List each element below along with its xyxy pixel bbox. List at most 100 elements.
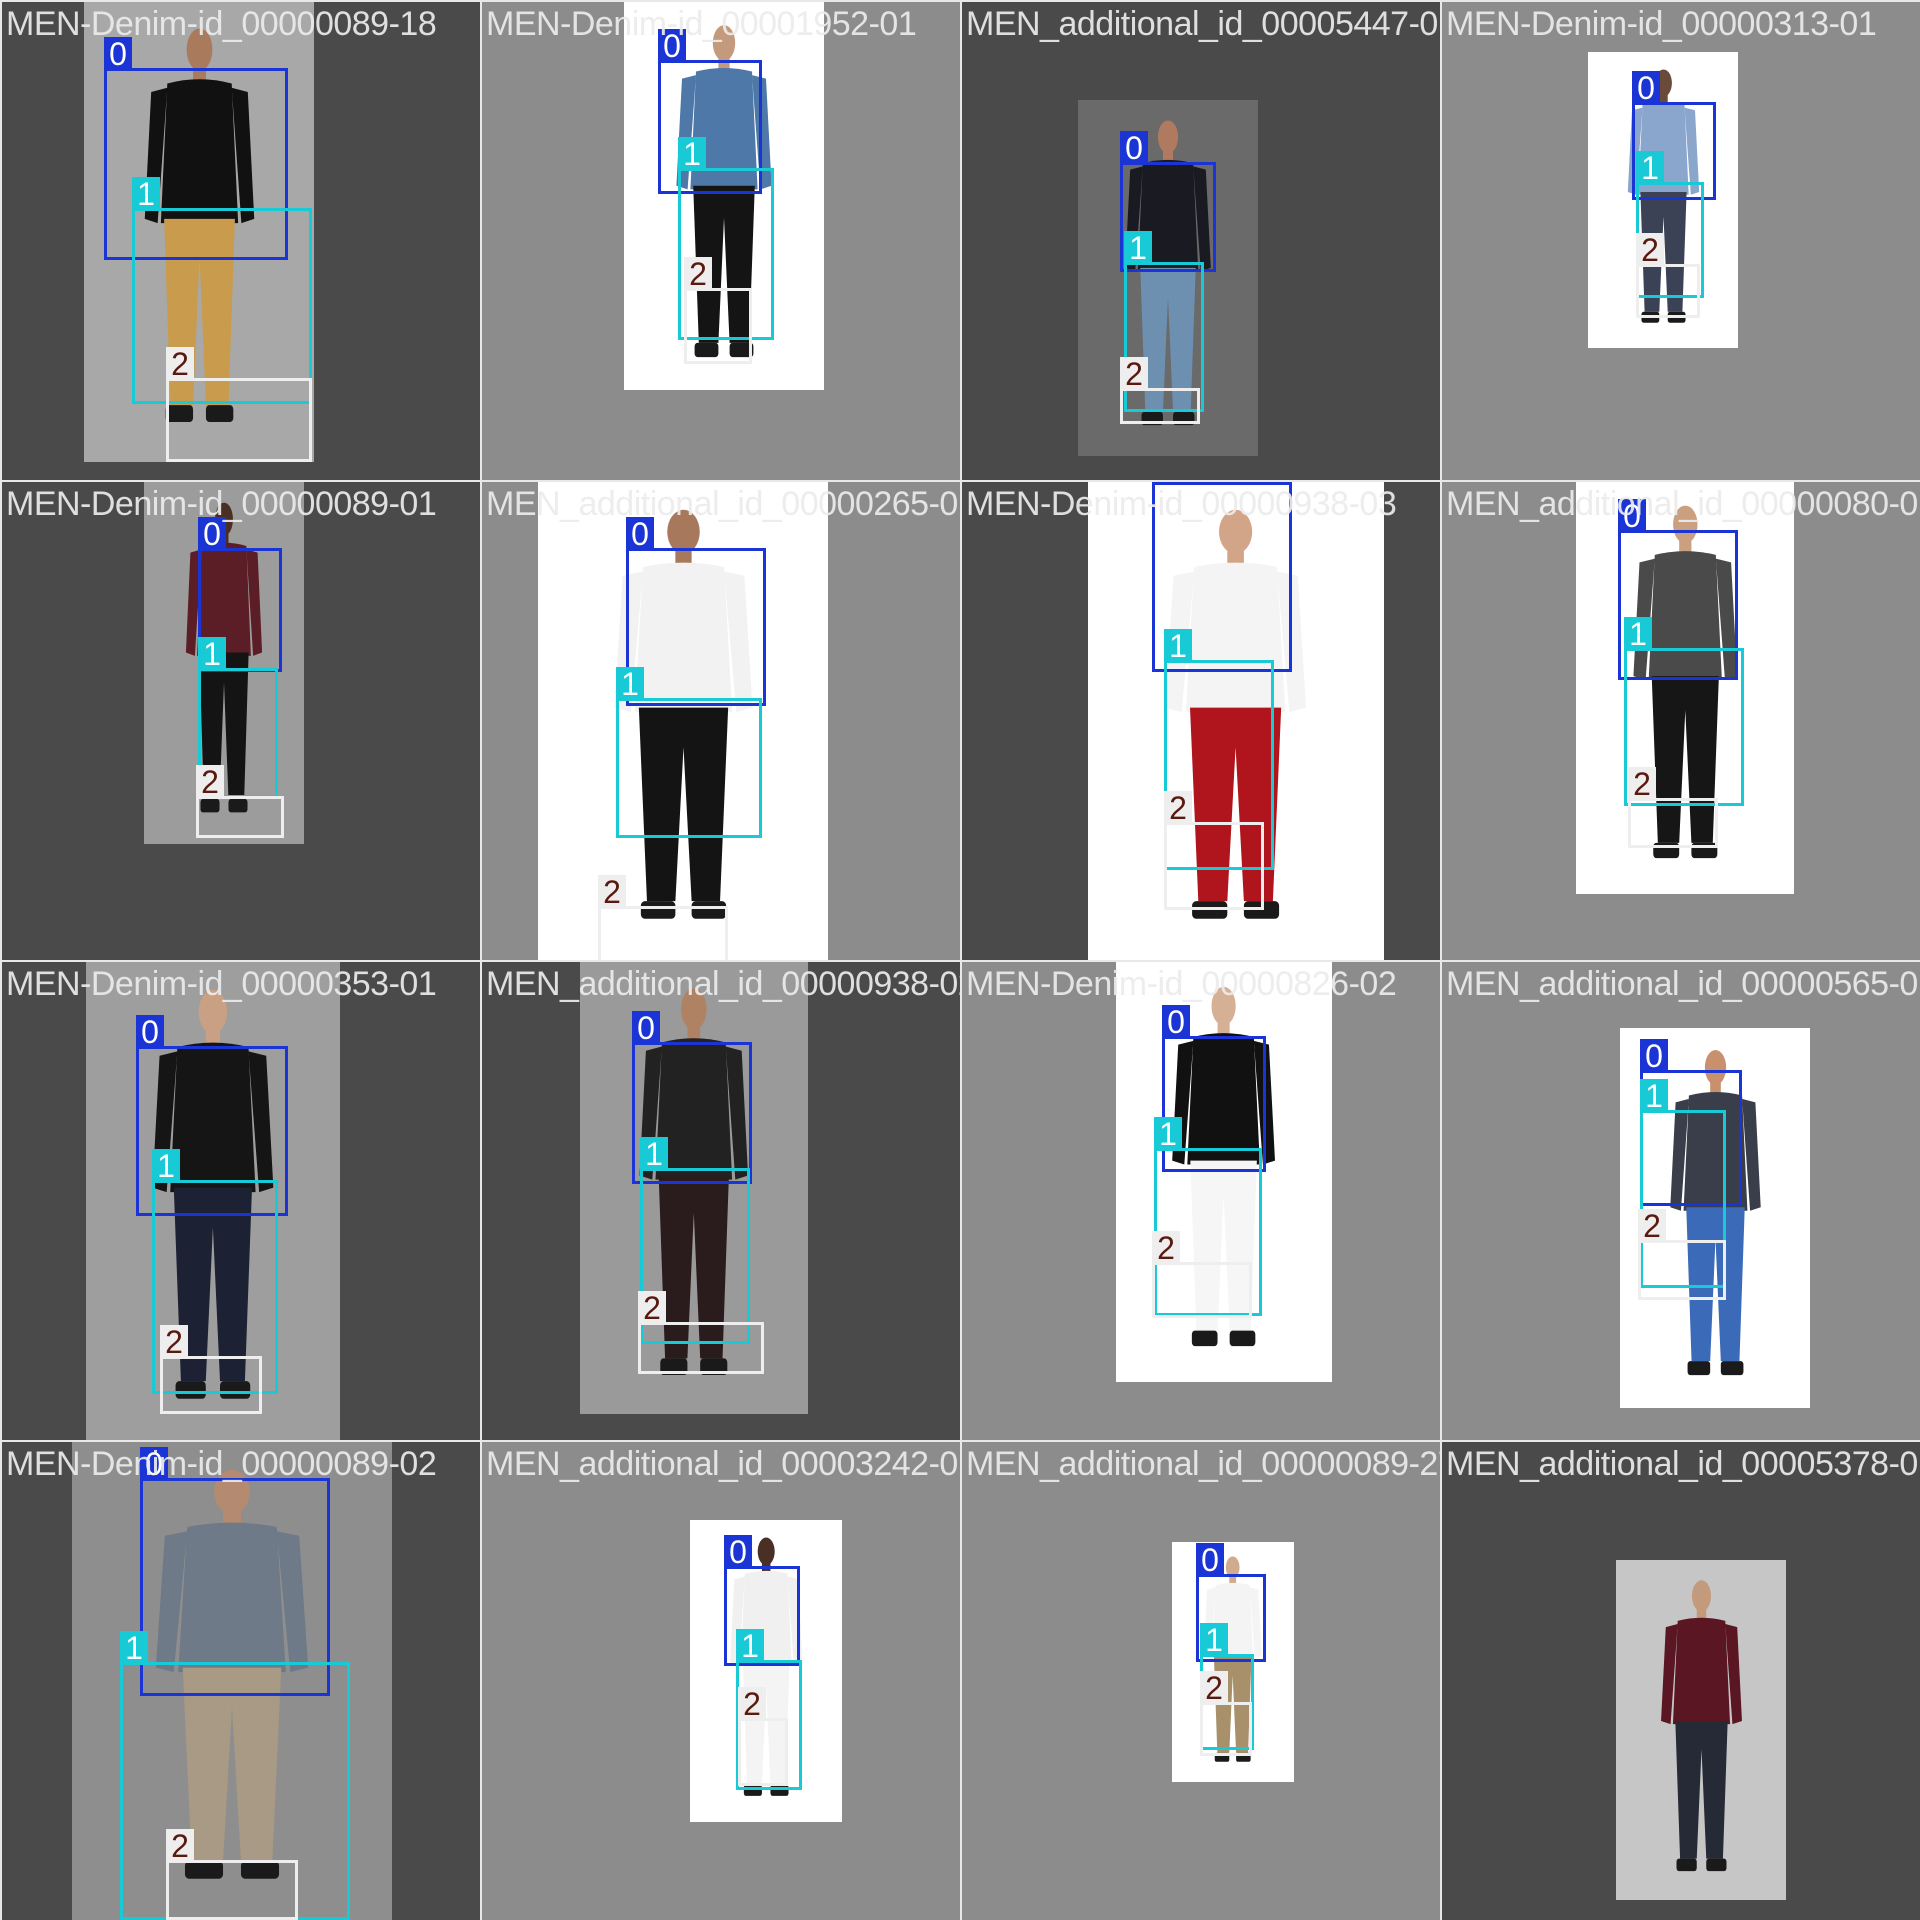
image-tile: 0 1 2 MEN_additional_id_00000089-27 [962, 1442, 1440, 1920]
bbox-label: 1 [678, 137, 706, 171]
neck-shape [718, 56, 730, 72]
legs-shape [658, 1175, 730, 1359]
bbox-label: 1 [616, 667, 644, 701]
shoe-left-shape [660, 1358, 688, 1376]
person-figure [1172, 986, 1276, 1346]
person-figure [152, 989, 274, 1399]
bbox-label: 2 [160, 1325, 188, 1359]
head-shape [1157, 120, 1179, 154]
bbox-label: 1 [1624, 617, 1652, 651]
fashion-photo [1172, 1542, 1294, 1782]
bbox-class-2: 2 [738, 1687, 788, 1786]
legs-shape [1685, 1207, 1745, 1362]
tile-filename: MEN_additional_id_00005378-01 [1446, 1445, 1920, 1483]
bbox-class-0: 0 [104, 37, 288, 260]
neck-shape [1217, 1021, 1231, 1037]
arm-left-shape [1669, 1099, 1689, 1211]
shoe-left-shape [640, 901, 675, 919]
bbox-class-1: 1 [132, 177, 312, 404]
bbox-label: 0 [136, 1015, 164, 1049]
head-shape [1691, 1579, 1711, 1612]
head-shape [186, 28, 212, 72]
bbox-class-2: 2 [160, 1325, 262, 1414]
neck-shape [1678, 540, 1692, 556]
arm-right-shape [276, 1531, 309, 1673]
bbox-class-2: 2 [1120, 357, 1200, 424]
bbox-label: 2 [738, 1687, 766, 1721]
bbox-class-1: 1 [678, 137, 774, 340]
bbox-label: 2 [196, 765, 224, 799]
bbox-class-2: 2 [1164, 791, 1264, 910]
torso-shape [197, 543, 251, 657]
legs-shape [1674, 1720, 1728, 1859]
arm-right-shape [1193, 166, 1211, 272]
person-figure [1203, 1556, 1263, 1762]
fashion-photo [1078, 100, 1258, 456]
head-shape [1672, 506, 1698, 544]
head-shape [1226, 1556, 1240, 1579]
bbox-class-2: 2 [1152, 1231, 1252, 1318]
head-shape [681, 988, 707, 1030]
shoe-right-shape [1244, 901, 1280, 919]
image-tile: 0 1 2 MEN-Denim-id_00000313-01 [1442, 2, 1920, 480]
bbox-label: 1 [152, 1149, 180, 1183]
bbox-class-0: 0 [632, 1011, 752, 1184]
shoe-left-shape [1192, 1330, 1218, 1346]
tile-filename: MEN-Denim-id_00000313-01 [1446, 5, 1877, 43]
bbox-class-2: 2 [1638, 1209, 1726, 1300]
bbox-class-0: 0 [136, 1015, 288, 1216]
arm-right-shape [723, 571, 753, 713]
shoe-left-shape [175, 1381, 206, 1399]
legs-shape [693, 185, 755, 343]
legs-shape [1639, 191, 1687, 312]
fashion-photo [1620, 1028, 1810, 1408]
neck-shape [1696, 1608, 1706, 1621]
shoe-left-shape [694, 342, 719, 357]
person-figure [1669, 1050, 1761, 1376]
bbox-label: 0 [140, 1447, 168, 1481]
bbox-label: 0 [1618, 499, 1646, 533]
torso-shape [160, 79, 238, 224]
arm-right-shape [246, 549, 263, 657]
shoe-right-shape [205, 405, 233, 423]
bbox-label: 2 [1200, 1671, 1228, 1705]
bbox-label: 1 [120, 1631, 148, 1665]
torso-shape [634, 562, 732, 713]
bbox-class-2: 2 [166, 347, 312, 462]
shoe-right-shape [1230, 1330, 1256, 1346]
tile-filename: MEN_additional_id_00003242-01 [486, 1445, 960, 1483]
neck-shape [1229, 1575, 1237, 1585]
legs-shape [1190, 1160, 1258, 1331]
bbox-label: 2 [1638, 1209, 1666, 1243]
tile-filename: MEN_additional_id_00005447-01 [966, 5, 1440, 43]
bbox-class-0: 0 [724, 1535, 800, 1666]
bbox-label: 0 [724, 1535, 752, 1569]
bbox-class-1: 1 [1624, 617, 1744, 806]
bbox-class-0: 0 [1618, 499, 1738, 680]
bbox-label: 2 [1120, 357, 1148, 391]
bbox-label: 2 [638, 1291, 666, 1325]
image-tile: 0 1 2 MEN-Denim-id_00000089-02 [2, 1442, 480, 1920]
arm-right-shape [1724, 1623, 1742, 1724]
shoe-right-shape [1720, 1361, 1743, 1376]
shoe-right-shape [228, 799, 248, 813]
bbox-label: 1 [1200, 1623, 1228, 1657]
head-shape [198, 989, 228, 1034]
shoe-left-shape [1687, 1361, 1710, 1376]
arm-right-shape [1741, 1099, 1761, 1211]
bbox-class-0: 0 [658, 29, 762, 194]
bbox-class-2: 2 [1628, 767, 1718, 848]
bbox-label: 1 [1640, 1079, 1668, 1113]
bbox-class-0: 0 [1196, 1543, 1266, 1662]
shoe-left-shape [165, 405, 193, 423]
neck-shape [1162, 150, 1174, 164]
bbox-label: 2 [598, 875, 626, 909]
arm-left-shape [1660, 1623, 1678, 1724]
bbox-label: 1 [1124, 231, 1152, 265]
person-figure [639, 988, 749, 1376]
bbox-label: 1 [1164, 629, 1192, 663]
bbox-label: 0 [1120, 131, 1148, 165]
torso-shape [1137, 160, 1199, 272]
legs-shape [1190, 707, 1282, 902]
bbox-label: 0 [104, 37, 132, 71]
